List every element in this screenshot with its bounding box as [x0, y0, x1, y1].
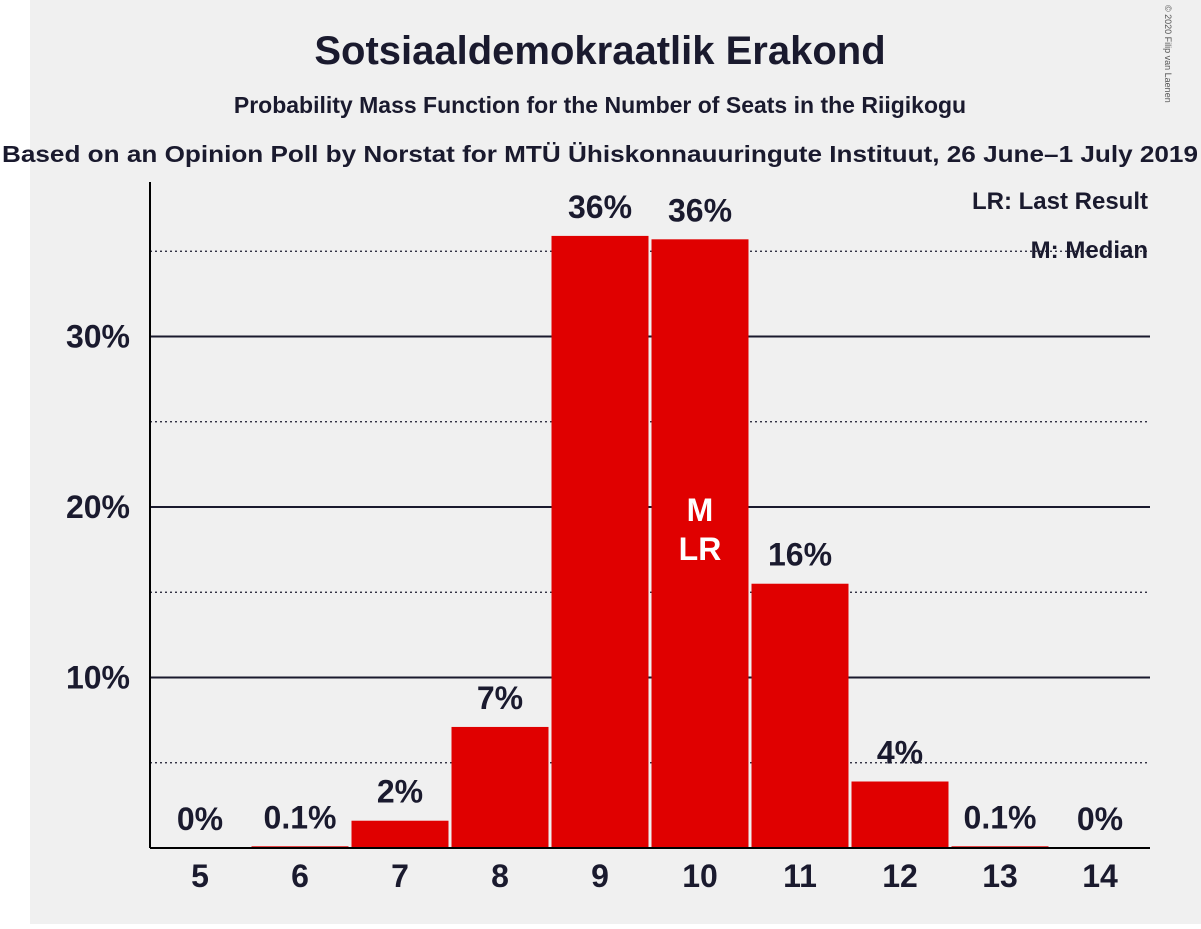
data-label: 16% — [768, 537, 832, 573]
x-tick-label: 7 — [391, 858, 409, 894]
data-labels: 0% 0.1% 2% 7% 36% 36% MLR 16% 4% 0.1% 0% — [177, 189, 1123, 837]
x-tick-label: 12 — [882, 858, 918, 894]
bar — [851, 781, 949, 848]
data-label: 0.1% — [964, 799, 1037, 835]
data-label: 4% — [877, 735, 923, 771]
x-tick-label: 10 — [682, 858, 718, 894]
data-label: 2% — [377, 774, 423, 810]
x-tick-label: 6 — [291, 858, 309, 894]
x-tick-label: 14 — [1082, 858, 1118, 894]
bar — [651, 239, 749, 848]
bar — [351, 820, 449, 848]
chart-subtitle: Probability Mass Function for the Number… — [234, 92, 966, 118]
bars — [251, 235, 1049, 848]
copyright-notice: © 2020 Filip van Laenen — [1163, 5, 1173, 103]
x-tick-label: 5 — [191, 858, 209, 894]
data-label: 7% — [477, 680, 523, 716]
bar — [751, 583, 849, 848]
axes: 10% 20% 30% 5 6 7 8 9 10 11 12 13 14 — [66, 182, 1150, 894]
last-result-marker: LR — [679, 531, 722, 567]
data-label: 0% — [1077, 801, 1123, 837]
gridlines — [150, 250, 1150, 764]
chart-title: Sotsiaaldemokraatlik Erakond — [314, 29, 885, 73]
legend-last-result: LR: Last Result — [972, 188, 1148, 215]
x-tick-label: 11 — [783, 858, 817, 894]
data-label: 0.1% — [264, 799, 337, 835]
median-marker: M — [687, 492, 714, 528]
data-label: 36% — [668, 192, 732, 228]
y-tick-label: 20% — [66, 489, 130, 525]
bar — [451, 726, 549, 848]
y-tick-label: 30% — [66, 319, 130, 355]
bar — [551, 235, 649, 848]
chart-source: Based on an Opinion Poll by Norstat for … — [2, 141, 1198, 167]
data-label: 36% — [568, 189, 632, 225]
y-tick-label: 10% — [66, 660, 130, 696]
legend-median: M: Median — [1031, 237, 1148, 264]
x-tick-label: 9 — [591, 858, 609, 894]
x-tick-label: 8 — [491, 858, 509, 894]
x-tick-label: 13 — [982, 858, 1018, 894]
data-label: 0% — [177, 801, 223, 837]
